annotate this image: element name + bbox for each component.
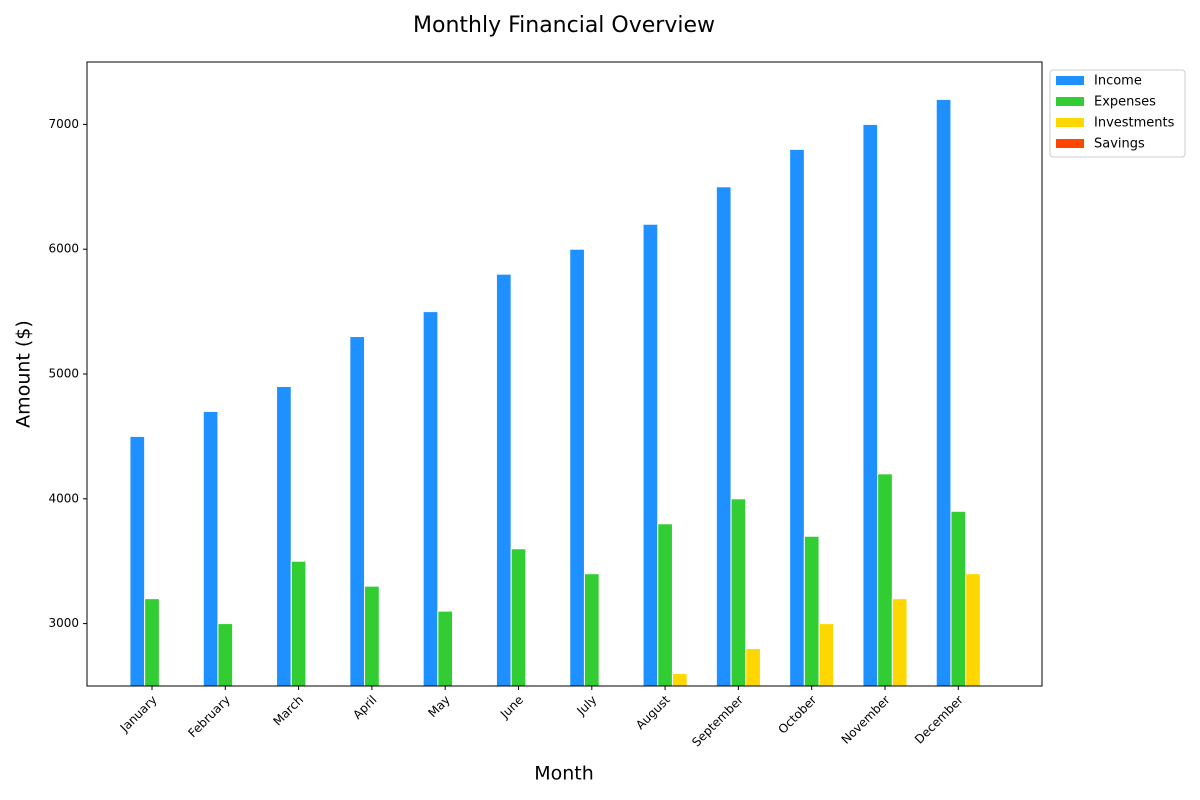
chart-title: Monthly Financial Overview (413, 13, 715, 38)
bar (276, 385, 292, 686)
x-tick-label: July (574, 693, 600, 719)
legend-label: Savings (1094, 137, 1145, 152)
bar (745, 648, 761, 686)
bar (789, 148, 805, 686)
bar (803, 535, 820, 686)
bar (202, 410, 219, 686)
bar (657, 523, 673, 686)
y-tick-label: 5000 (48, 367, 79, 381)
legend (1049, 69, 1186, 158)
bar (583, 573, 600, 686)
bar (217, 623, 234, 686)
bar (364, 585, 380, 686)
bar (715, 186, 732, 686)
bar (891, 598, 908, 686)
y-axis-label: Amount ($) (13, 320, 35, 428)
bar (950, 510, 967, 686)
bar (642, 223, 659, 686)
bar (935, 98, 952, 686)
x-tick-label: March (270, 693, 306, 729)
x-tick-label: September (689, 693, 746, 750)
legend-swatch (1056, 76, 1084, 85)
legend-swatch (1056, 139, 1084, 148)
legend-swatch (1056, 118, 1084, 127)
y-tick-label: 6000 (48, 242, 79, 256)
bar (510, 548, 527, 686)
bar (129, 435, 146, 686)
x-tick-label: April (350, 693, 379, 722)
x-tick-label: May (425, 693, 452, 720)
bar (569, 248, 585, 686)
x-tick-label: January (117, 693, 160, 736)
bar (290, 560, 307, 686)
legend-swatch (1056, 97, 1084, 106)
bar (862, 123, 879, 686)
x-tick-label: June (497, 693, 526, 722)
bar (349, 336, 366, 686)
bar (144, 598, 160, 686)
bar (671, 673, 688, 686)
y-tick-label: 7000 (48, 117, 79, 131)
bar (730, 498, 747, 686)
bar (495, 273, 512, 686)
bar (965, 573, 981, 686)
x-tick-label: November (839, 693, 893, 747)
bar (877, 473, 893, 686)
y-tick-label: 3000 (48, 616, 79, 630)
y-tick-label: 4000 (48, 491, 79, 505)
legend-label: Expenses (1094, 95, 1156, 110)
bar (437, 610, 454, 686)
legend-label: Investments (1094, 116, 1175, 131)
bar (818, 623, 835, 686)
x-tick-label: December (912, 693, 966, 747)
legend-label: Income (1094, 74, 1142, 89)
x-tick-label: October (775, 693, 819, 737)
x-tick-label: February (185, 693, 233, 741)
bar (422, 311, 439, 686)
plot-area (129, 98, 981, 686)
x-axis-label: Month (534, 763, 594, 785)
x-tick-label: August (633, 692, 673, 732)
plot-frame (86, 61, 1043, 687)
